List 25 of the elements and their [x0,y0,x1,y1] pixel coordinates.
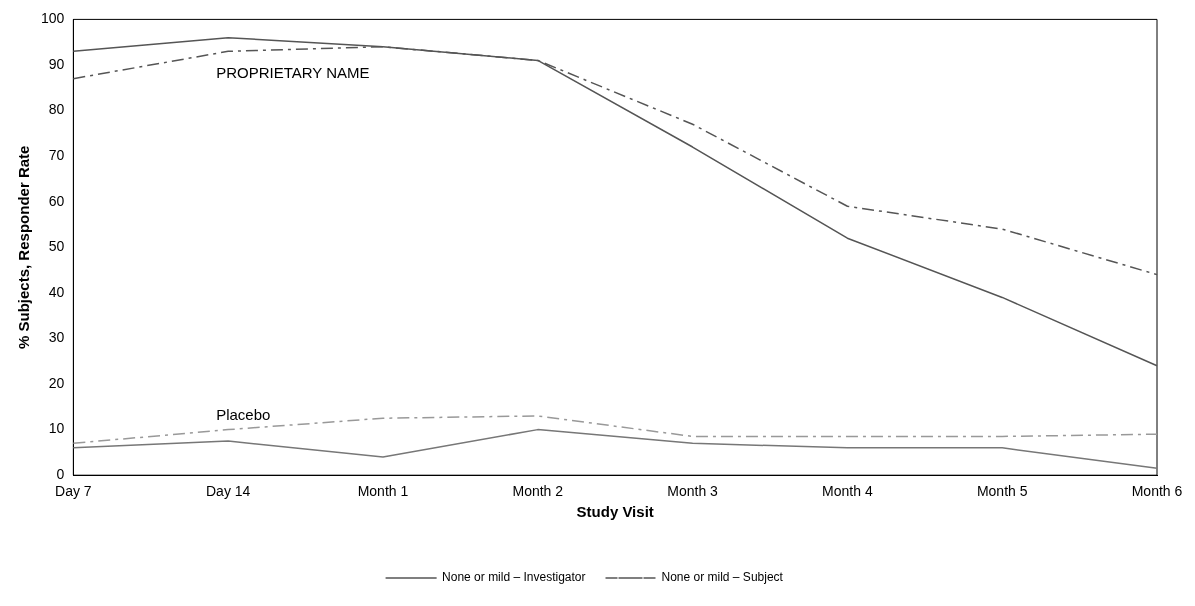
x-axis-title: Study Visit [576,503,654,521]
y-tick-label: 70 [48,147,65,163]
y-tick-label: 80 [48,101,65,118]
legend-label: None or mild – Subject [661,570,784,585]
x-tick-label: Month 1 [357,483,409,500]
y-tick-label: 0 [56,466,65,483]
y-tick-label: 90 [48,55,65,72]
x-tick-label: Day 7 [55,483,92,500]
y-tick-label: 60 [48,192,65,209]
x-tick-label: Month 3 [667,483,719,500]
x-tick-label: Month 5 [976,483,1028,500]
y-tick-label: 30 [48,329,65,346]
x-tick-label: Day 14 [205,483,251,500]
y-tick-label: 40 [48,283,65,300]
annotation: Placebo [216,406,271,424]
legend-label: None or mild – Investigator [442,570,586,585]
y-tick-label: 100 [41,10,65,27]
x-tick-label: Month 4 [822,483,873,500]
x-tick-label: Month 2 [512,483,564,500]
y-tick-label: 10 [48,420,65,437]
y-axis-title: % Subjects, Responder Rate [15,145,33,349]
x-tick-label: Month 6 [1131,483,1183,500]
y-tick-label: 50 [48,238,65,255]
annotation: PROPRIETARY NAME [216,64,370,82]
y-tick-label: 20 [48,374,65,391]
